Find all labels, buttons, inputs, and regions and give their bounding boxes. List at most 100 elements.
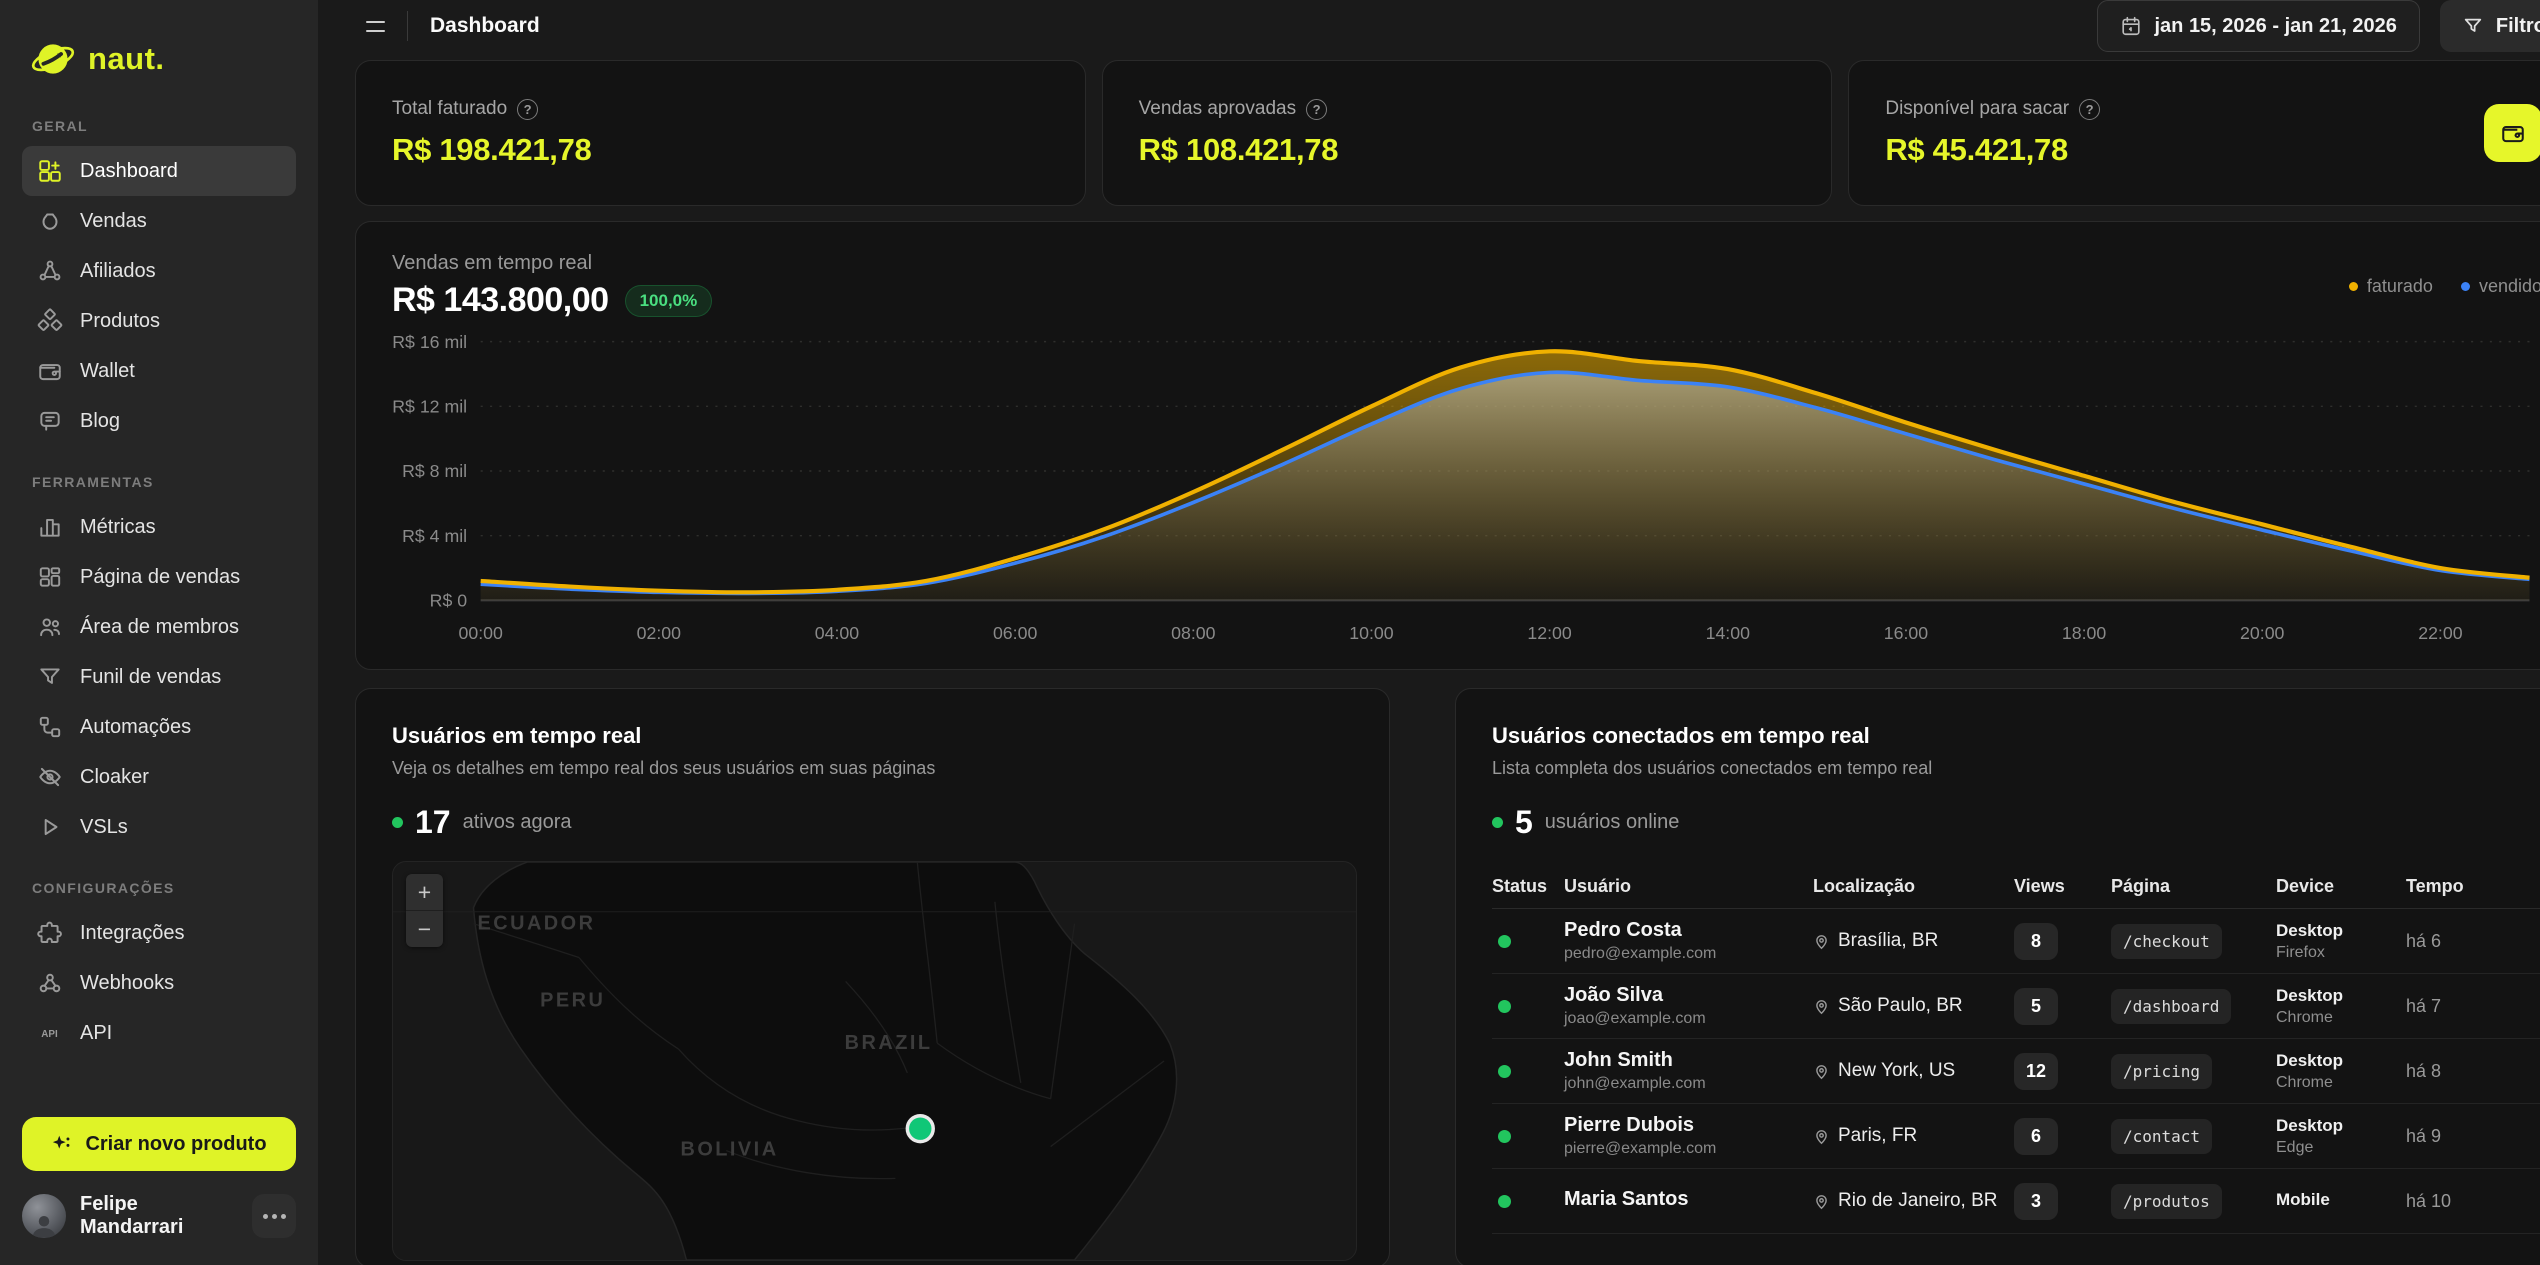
user-menu: Felipe Mandarrari <box>22 1193 296 1239</box>
map-pin-icon <box>1813 998 1830 1015</box>
svg-text:08:00: 08:00 <box>1171 623 1215 643</box>
users-icon <box>36 614 63 641</box>
sidebar-item-cloaker[interactable]: Cloaker <box>22 752 296 802</box>
svg-text:12:00: 12:00 <box>1527 623 1571 643</box>
sparkle-icon <box>51 1133 73 1155</box>
help-icon[interactable]: ? <box>517 98 539 120</box>
user-options-button[interactable] <box>252 1194 296 1238</box>
sidebar-item-vsls[interactable]: VSLs <box>22 802 296 852</box>
table-row[interactable]: Pedro Costa pedro@example.com Brasília, BR… <box>1492 909 2540 975</box>
online-status-dot <box>1498 999 1511 1013</box>
svg-text:R$ 12 mil: R$ 12 mil <box>392 397 467 417</box>
sidebar-item-area-de-membros[interactable]: Área de membros <box>22 602 296 652</box>
legend-item-faturado[interactable]: faturado <box>2348 276 2433 297</box>
svg-text:02:00: 02:00 <box>637 623 681 643</box>
user-location: São Paulo, BR <box>1838 995 1963 1017</box>
sidebar-item-label: Área de membros <box>80 615 239 638</box>
map-country-label: ECUADOR <box>477 913 595 935</box>
table-row[interactable]: Maria Santos Rio de Janeiro, BR 3/produtos… <box>1492 1169 2540 1235</box>
sidebar-item-automacoes[interactable]: Automações <box>22 702 296 752</box>
current-page: /contact <box>2111 1118 2213 1154</box>
views-count: 3 <box>2014 1182 2058 1220</box>
date-range-picker[interactable]: jan 15, 2026 - jan 21, 2026 <box>2097 0 2420 52</box>
help-icon[interactable]: ? <box>2079 98 2101 120</box>
column-header-pagina: Página <box>2111 876 2171 897</box>
south-america-map: ECUADOR PERU BRAZIL BOLIVIA <box>393 862 1356 1261</box>
sidebar-item-label: Webhooks <box>80 971 175 994</box>
chart-value: R$ 143.800,00 <box>392 281 609 319</box>
layout-icon <box>36 564 63 591</box>
sidebar-item-afiliados[interactable]: Afiliados <box>22 246 296 296</box>
sidebar-item-webhooks[interactable]: Webhooks <box>22 958 296 1008</box>
page-title: Dashboard <box>430 14 540 37</box>
user-email: pedro@example.com <box>1564 945 1717 963</box>
sidebar-item-label: Funil de vendas <box>80 665 222 688</box>
filters-button[interactable]: Filtros <box>2439 0 2540 52</box>
table-row[interactable]: João Silva joao@example.com São Paulo, BR 5… <box>1492 974 2540 1040</box>
svg-text:14:00: 14:00 <box>1706 623 1750 643</box>
user-location-marker[interactable] <box>905 1114 935 1144</box>
svg-text:04:00: 04:00 <box>815 623 859 643</box>
sidebar-item-label: VSLs <box>80 815 128 838</box>
sidebar-item-label: API <box>80 1021 113 1044</box>
table-row[interactable]: John Smith john@example.com New York, US 12… <box>1492 1039 2540 1105</box>
stat-card-disponivel-sacar: Disponível para sacar ? R$ 45.421,78 <box>1848 60 2540 206</box>
sidebar-item-produtos[interactable]: Produtos <box>22 296 296 346</box>
stat-card-total-faturado: Total faturado ? R$ 198.421,78 <box>355 60 1086 206</box>
sidebar-nav: GERAL Dashboard Vendas Afiliados Produtos Wal… <box>22 90 296 1107</box>
time-ago: há 8 <box>2406 1060 2442 1081</box>
stat-label: Vendas aprovadas <box>1138 98 1297 119</box>
map-zoom-out-button[interactable]: − <box>406 911 443 947</box>
sidebar-item-wallet[interactable]: Wallet <box>22 346 296 396</box>
logo[interactable]: naut. <box>22 28 296 90</box>
device-type: Desktop <box>2276 1115 2344 1135</box>
views-count: 5 <box>2014 987 2058 1025</box>
withdraw-button[interactable] <box>2484 104 2540 162</box>
users-map[interactable]: + − <box>392 861 1357 1262</box>
sidebar-item-integracoes[interactable]: Integrações <box>22 908 296 958</box>
online-status-dot <box>1498 1129 1511 1143</box>
user-name: Pedro Costa <box>1564 919 1682 942</box>
table-header: Status Usuário Localização Views Página Devic… <box>1492 865 2540 910</box>
legend-dot <box>2460 282 2470 291</box>
naut-planet-logo-icon <box>30 36 76 82</box>
legend-dot <box>2348 282 2358 291</box>
sidebar-item-blog[interactable]: Blog <box>22 396 296 446</box>
map-zoom-in-button[interactable]: + <box>406 874 443 910</box>
chart-percent-badge: 100,0% <box>624 284 713 317</box>
sidebar-item-label: Cloaker <box>80 765 149 788</box>
sidebar-item-pagina-de-vendas[interactable]: Página de vendas <box>22 552 296 602</box>
legend-item-vendido[interactable]: vendido <box>2460 276 2540 297</box>
wallet-icon <box>2500 120 2526 146</box>
sidebar-toggle-button[interactable] <box>355 6 395 46</box>
sidebar-item-vendas[interactable]: Vendas <box>22 196 296 246</box>
user-location: Brasília, BR <box>1838 930 1939 952</box>
user-email: john@example.com <box>1564 1075 1706 1093</box>
nav-section-label-geral: GERAL <box>32 118 88 134</box>
table-row[interactable]: Pierre Dubois pierre@example.com Paris, FR… <box>1492 1104 2540 1170</box>
svg-text:R$ 4 mil: R$ 4 mil <box>402 526 467 546</box>
map-pin-icon <box>1813 1128 1830 1145</box>
sidebar-item-dashboard[interactable]: Dashboard <box>22 146 296 196</box>
sidebar-item-api[interactable]: API API <box>22 1008 296 1058</box>
legend-label: faturado <box>2366 276 2433 296</box>
sidebar-item-label: Automações <box>80 715 192 738</box>
device-type: Desktop <box>2276 920 2344 940</box>
user-email: pierre@example.com <box>1564 1140 1717 1158</box>
column-header-tempo: Tempo <box>2406 876 2464 897</box>
sidebar-item-funil-de-vendas[interactable]: Funil de vendas <box>22 652 296 702</box>
views-count: 6 <box>2014 1117 2058 1155</box>
stat-label: Total faturado <box>392 98 508 119</box>
stats-row: Total faturado ? R$ 198.421,78 Vendas ap… <box>355 60 2540 206</box>
help-icon[interactable]: ? <box>1306 98 1328 120</box>
sidebar-item-metricas[interactable]: Métricas <box>22 502 296 552</box>
api-icon: API <box>36 1020 63 1047</box>
user-name: Felipe Mandarrari <box>80 1193 184 1238</box>
create-product-button[interactable]: Criar novo produto <box>22 1117 296 1171</box>
wallet-icon <box>36 358 63 385</box>
realtime-sales-chart-card: Vendas em tempo real R$ 143.800,00 100,0… <box>355 221 2540 671</box>
filter-funnel-icon <box>2462 15 2484 37</box>
avatar[interactable] <box>22 1194 66 1238</box>
device-browser: Edge <box>2276 1139 2314 1157</box>
